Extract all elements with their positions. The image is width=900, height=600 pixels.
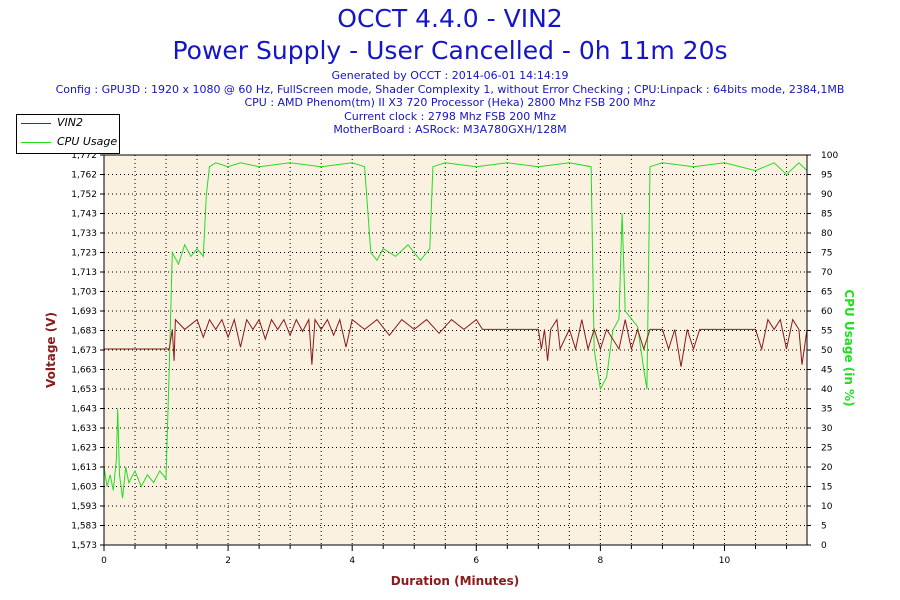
y-tick-label: 1,633	[71, 424, 97, 434]
info-line-config: Config : GPU3D : 1920 x 1080 @ 60 Hz, Fu…	[55, 82, 845, 96]
y-tick-label: 1,713	[71, 268, 97, 278]
y-tick-label: 1,703	[71, 288, 97, 298]
y-tick-label: 1,762	[71, 171, 97, 181]
y2-tick-label: 80	[821, 229, 833, 239]
y-tick-label: 1,583	[71, 522, 97, 532]
grid	[104, 155, 807, 545]
legend-label-vin2: VIN2	[57, 116, 83, 129]
legend: VIN2 CPU Usage	[16, 114, 120, 154]
y2-tick-label: 10	[821, 502, 833, 512]
y2-tick-label: 20	[821, 463, 833, 473]
y-tick-label: 1,613	[71, 463, 97, 473]
y2-tick-label: 0	[821, 541, 827, 551]
y-tick-label: 1,733	[71, 229, 97, 239]
y2-tick-label: 65	[821, 288, 832, 298]
x-tick-label: 4	[349, 556, 355, 566]
y2-tick-label: 5	[821, 522, 827, 532]
y2-tick-label: 25	[821, 444, 832, 454]
chart-subtitle: Power Supply - User Cancelled - 0h 11m 2…	[172, 36, 728, 65]
y2-axis-label: CPU Usage (in %)	[842, 289, 856, 406]
info-line-clock: Current clock : 2798 Mhz FSB 200 Mhz	[344, 109, 556, 123]
info-line-motherboard: MotherBoard : ASRock: M3A780GXH/128M	[333, 123, 567, 136]
y-tick-label: 1,593	[71, 502, 97, 512]
y-tick-label: 1,693	[71, 307, 97, 317]
y2-tick-label: 100	[821, 151, 838, 161]
y-tick-label: 1,643	[71, 405, 97, 415]
x-tick-label: 2	[225, 556, 231, 566]
x-tick-label: 8	[598, 556, 604, 566]
y-tick-label: 1,573	[71, 541, 97, 551]
legend-swatch-vin2	[21, 123, 51, 124]
info-line-generated: Generated by OCCT : 2014-06-01 14:14:19	[331, 69, 569, 82]
y2-tick-label: 30	[821, 424, 833, 434]
y2-tick-label: 15	[821, 483, 832, 493]
x-tick-label: 10	[719, 556, 731, 566]
y2-tick-label: 35	[821, 405, 832, 415]
series-group	[103, 162, 808, 499]
y-tick-label: 1,673	[71, 346, 97, 356]
chart-title: OCCT 4.4.0 - VIN2	[337, 4, 563, 33]
info-line-cpu: CPU : AMD Phenom(tm) II X3 720 Processor…	[244, 96, 656, 109]
y-tick-label: 1,653	[71, 385, 97, 395]
y2-tick-label: 90	[821, 190, 833, 200]
y2-tick-label: 70	[821, 268, 833, 278]
legend-item-cpu-usage: CPU Usage	[17, 134, 119, 152]
y2-tick-label: 45	[821, 366, 832, 376]
legend-item-vin2: VIN2	[17, 115, 119, 133]
tick-group: 1,573 1,583 1,593 1,603 1,613 1,623 1,633 1,643…	[71, 151, 838, 566]
y2-tick-label: 60	[821, 307, 833, 317]
y2-tick-label: 55	[821, 327, 832, 337]
legend-swatch-cpu-usage	[21, 142, 51, 143]
y2-tick-label: 85	[821, 210, 832, 220]
y-tick-label: 1,623	[71, 444, 97, 454]
x-tick-label: 0	[101, 556, 107, 566]
plot-background	[104, 155, 807, 545]
y-tick-label: 1,603	[71, 483, 97, 493]
x-tick-label: 6	[473, 556, 479, 566]
series-line-vin2	[104, 317, 808, 367]
y-tick-label: 1,723	[71, 249, 97, 259]
y-tick-label: 1,772	[71, 151, 97, 161]
y-axis-label: Voltage (V)	[44, 312, 58, 388]
x-axis-label: Duration (Minutes)	[391, 574, 519, 588]
y-tick-label: 1,663	[71, 366, 97, 376]
y2-tick-label: 50	[821, 346, 833, 356]
y-tick-label: 1,743	[71, 210, 97, 220]
legend-label-cpu-usage: CPU Usage	[57, 135, 118, 148]
y-tick-label: 1,752	[71, 190, 97, 200]
y-tick-label: 1,683	[71, 327, 97, 337]
series-line-cpu-usage	[103, 162, 808, 499]
y2-tick-label: 40	[821, 385, 833, 395]
y2-tick-label: 95	[821, 171, 832, 181]
y2-tick-label: 75	[821, 249, 832, 259]
